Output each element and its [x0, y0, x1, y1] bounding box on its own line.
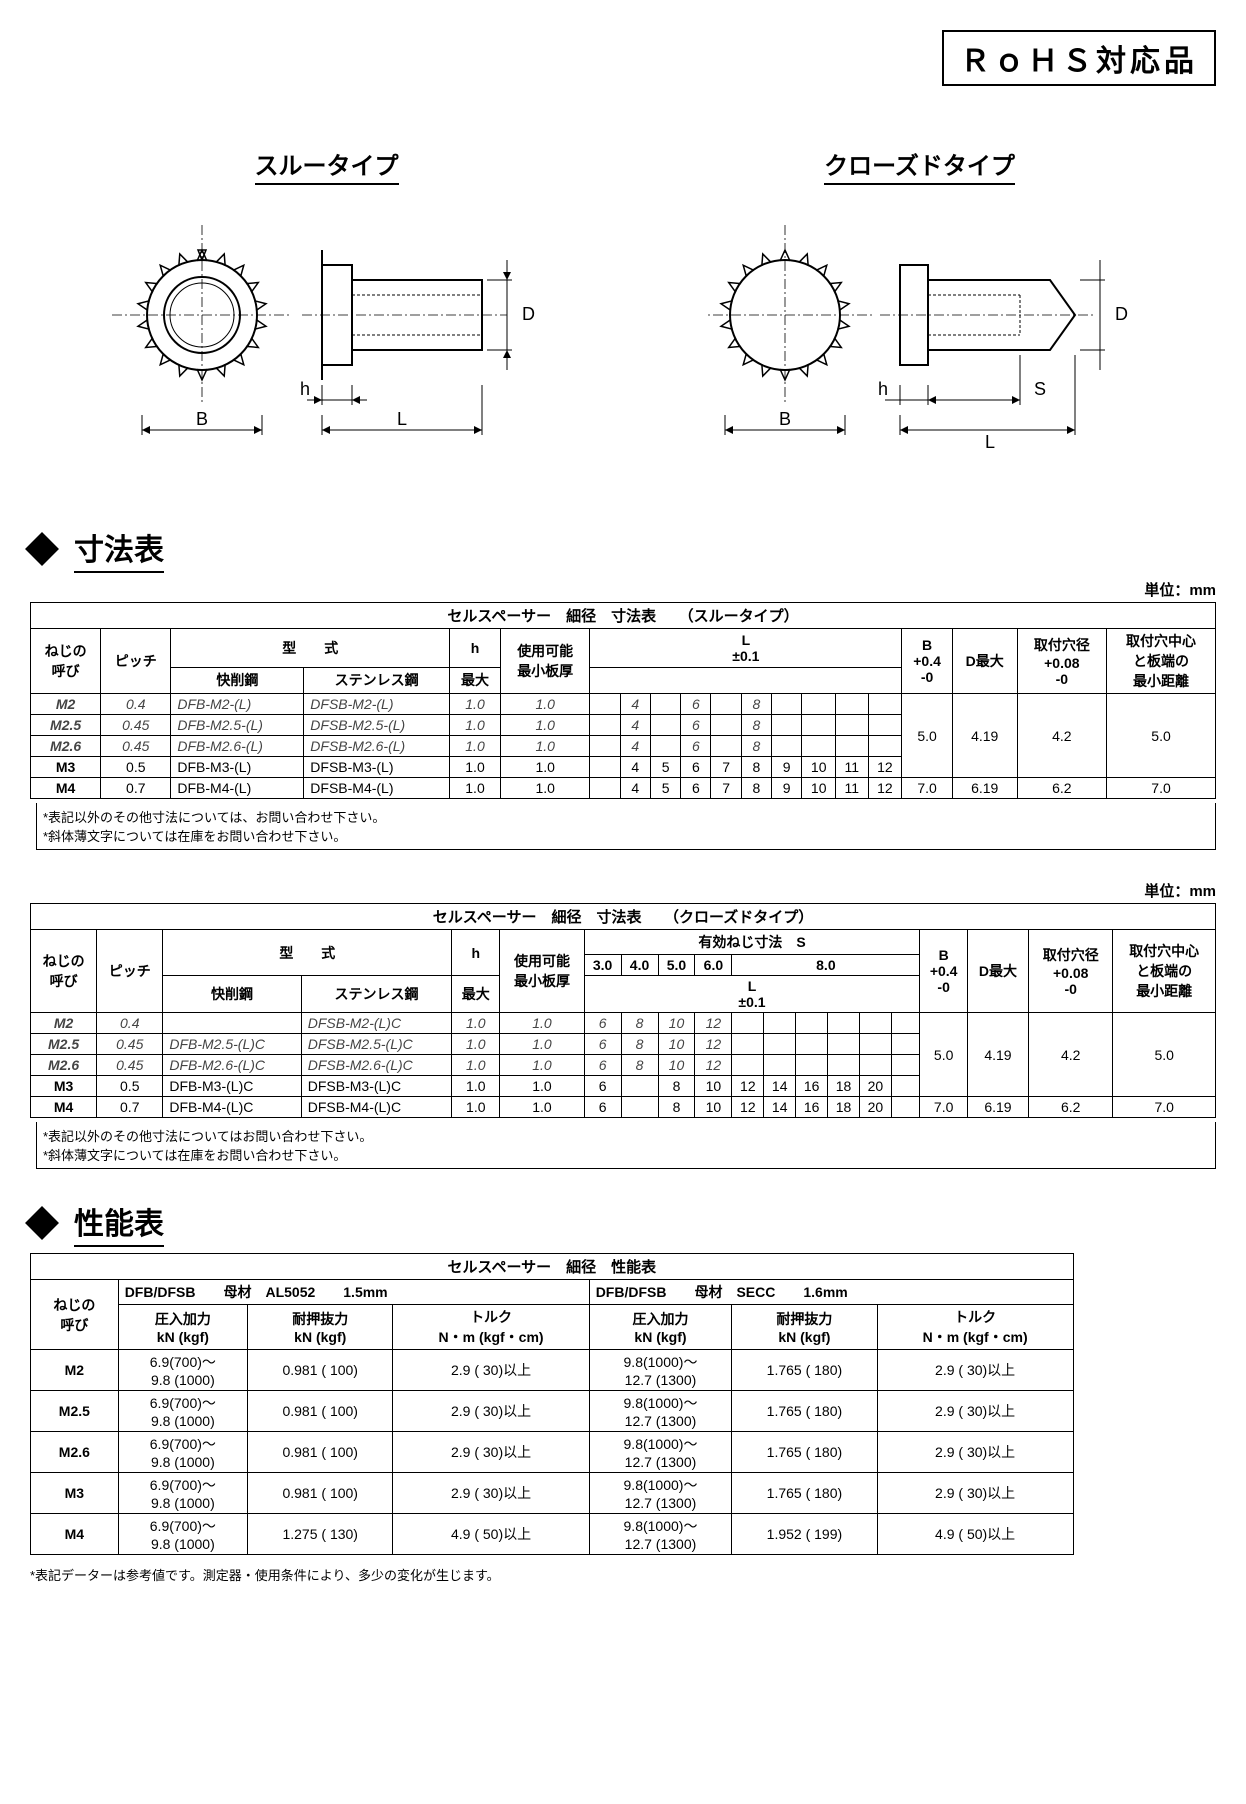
th2-steel: 快削鋼	[163, 976, 301, 1013]
perf-press-r: 圧入加力 kN (kgf)	[589, 1305, 732, 1350]
table-row: M40.7DFB-M4-(L)CDFSB-M4-(L)C1.01.0681012…	[31, 1097, 1216, 1118]
table-row: M4 6.9(700)～ 9.8 (1000) 1.275 ( 130) 4.9…	[31, 1514, 1074, 1555]
th-hole: 取付穴径 +0.08 -0	[1017, 629, 1106, 694]
th-Dmax: D最大	[952, 629, 1017, 694]
th-neji: ねじの 呼び	[31, 629, 101, 694]
th-h: h	[450, 629, 501, 668]
th-sus: ステンレス鋼	[304, 667, 450, 693]
dimension-table-closed: セルスペーサー 細径 寸法表 （クローズドタイプ） ねじの 呼び ピッチ 型 式…	[30, 903, 1216, 1118]
perf-pull-r: 耐押抜力 kN (kgf)	[732, 1305, 877, 1350]
svg-text:D: D	[1115, 304, 1128, 324]
svg-text:h: h	[877, 379, 887, 399]
th2-s60: 6.0	[695, 955, 732, 976]
table-row: M3 6.9(700)～ 9.8 (1000) 0.981 ( 100) 2.9…	[31, 1473, 1074, 1514]
svg-text:D: D	[522, 304, 535, 324]
svg-text:L: L	[984, 432, 994, 452]
th2-s50: 5.0	[658, 955, 695, 976]
table1-title: セルスペーサー 細径 寸法表 （スルータイプ）	[31, 603, 1216, 629]
rohs-badge: ＲｏＨＳ対応品	[942, 30, 1216, 86]
through-type-group: スルータイプ	[112, 146, 542, 465]
th2-hole: 取付穴径 +0.08 -0	[1029, 930, 1113, 1013]
table-row: M20.4DFSB-M2-(L)C1.01.06810125.04.194.25…	[31, 1013, 1216, 1034]
th2-s80: 8.0	[732, 955, 920, 976]
th2-model: 型 式	[163, 930, 452, 976]
table-row: M2 6.9(700)～ 9.8 (1000) 0.981 ( 100) 2.9…	[31, 1350, 1074, 1391]
th2-h: h	[452, 930, 500, 976]
th-pitch: ピッチ	[101, 629, 171, 694]
dimension-table-through: セルスペーサー 細径 寸法表 （スルータイプ） ねじの 呼び ピッチ 型 式 h…	[30, 602, 1216, 799]
table1-note: *表記以外のその他寸法については、お問い合わせ下さい。 *斜体薄文字については在…	[36, 803, 1216, 850]
th-B: B +0.4 -0	[902, 629, 952, 694]
perf-note: *表記データーは参考値です。測定器・使用条件により、多少の変化が生じます。	[30, 1565, 1216, 1584]
perf-press-l: 圧入加力 kN (kgf)	[118, 1305, 247, 1350]
svg-text:S: S	[1033, 379, 1045, 399]
diamond-icon-2	[25, 1206, 59, 1240]
perf-neji: ねじの 呼び	[31, 1280, 119, 1350]
th2-Dmax: D最大	[967, 930, 1028, 1013]
through-drawing: B h L	[112, 205, 542, 465]
perf-title: セルスペーサー 細径 性能表	[31, 1254, 1074, 1280]
unit-label-1: 単位：mm	[30, 579, 1216, 600]
th-edge: 取付穴中心 と板端の 最小距離	[1107, 629, 1216, 694]
th-max: 最大	[450, 667, 501, 693]
svg-text:B: B	[195, 409, 207, 429]
th2-s30: 3.0	[584, 955, 621, 976]
th-model: 型 式	[171, 629, 450, 668]
svg-text:h: h	[299, 379, 309, 399]
th2-s40: 4.0	[621, 955, 658, 976]
perf-right-head: DFB/DFSB 母材 SECC 1.6mm	[589, 1280, 1073, 1305]
perf-torque-l: トルク N・m (kgf・cm)	[393, 1305, 589, 1350]
th2-thick: 使用可能 最小板厚	[500, 930, 584, 1013]
through-type-label: スルータイプ	[255, 146, 399, 185]
th-L: L±0.1	[590, 629, 902, 668]
perf-pull-l: 耐押抜力 kN (kgf)	[248, 1305, 393, 1350]
dimension-section-heading: 寸法表	[30, 525, 1216, 573]
th-thick: 使用可能 最小板厚	[500, 629, 589, 694]
th2-max: 最大	[452, 976, 500, 1013]
table-row: M20.4DFB-M2-(L)DFSB-M2-(L)1.01.04685.04.…	[31, 694, 1216, 715]
th2-neji: ねじの 呼び	[31, 930, 97, 1013]
diamond-icon	[25, 532, 59, 566]
performance-title: 性能表	[74, 1199, 164, 1247]
perf-left-head: DFB/DFSB 母材 AL5052 1.5mm	[118, 1280, 589, 1305]
table-row: M40.7DFB-M4-(L)DFSB-M4-(L)1.01.045678910…	[31, 778, 1216, 799]
table-row: M2.6 6.9(700)～ 9.8 (1000) 0.981 ( 100) 2…	[31, 1432, 1074, 1473]
th2-sus: ステンレス鋼	[301, 976, 452, 1013]
th2-Ltol: L±0.1	[584, 976, 920, 1013]
dimension-title: 寸法表	[74, 525, 164, 573]
th-steel: 快削鋼	[171, 667, 304, 693]
performance-section-heading: 性能表	[30, 1199, 1216, 1247]
drawings-row: スルータイプ	[30, 146, 1216, 465]
table-row: M2.5 6.9(700)～ 9.8 (1000) 0.981 ( 100) 2…	[31, 1391, 1074, 1432]
th2-pitch: ピッチ	[97, 930, 163, 1013]
closed-drawing: B h S L	[705, 205, 1135, 465]
svg-text:B: B	[778, 409, 790, 429]
unit-label-2: 単位：mm	[30, 880, 1216, 901]
svg-text:L: L	[396, 409, 406, 429]
closed-type-label: クローズドタイプ	[824, 146, 1015, 185]
performance-table: セルスペーサー 細径 性能表 ねじの 呼び DFB/DFSB 母材 AL5052…	[30, 1253, 1074, 1555]
th2-B: B +0.4 -0	[920, 930, 968, 1013]
closed-type-group: クローズドタイプ	[705, 146, 1135, 465]
perf-torque-r: トルク N・m (kgf・cm)	[877, 1305, 1073, 1350]
th2-edge: 取付穴中心 と板端の 最小距離	[1113, 930, 1216, 1013]
th2-eff: 有効ねじ寸法 S	[584, 930, 920, 955]
table2-title: セルスペーサー 細径 寸法表 （クローズドタイプ）	[31, 904, 1216, 930]
table2-note: *表記以外のその他寸法についてはお問い合わせ下さい。 *斜体薄文字については在庫…	[36, 1122, 1216, 1169]
